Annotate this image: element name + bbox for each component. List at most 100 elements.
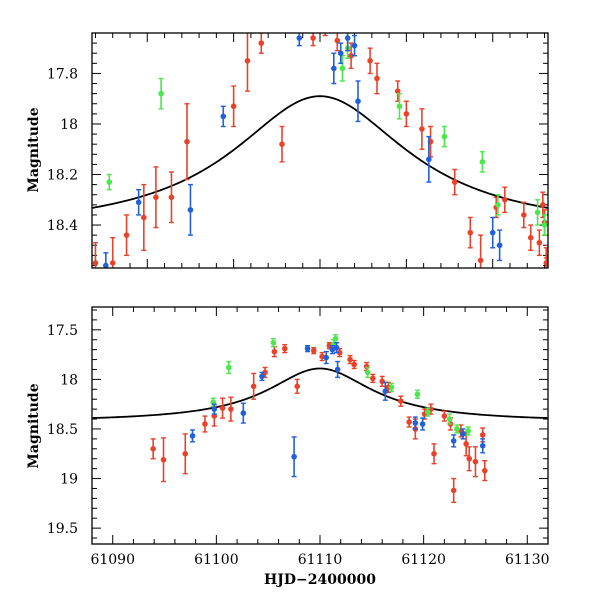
data-marker [419, 421, 426, 427]
data-marker [337, 50, 344, 57]
data-point [379, 375, 385, 388]
data-marker [479, 432, 486, 438]
top-y-tick-labels: 17.8 18 18.2 18.4 [47, 66, 78, 234]
data-marker [296, 35, 303, 41]
data-marker [334, 37, 341, 44]
data-marker [150, 446, 156, 452]
data-marker [228, 406, 234, 412]
data-point [481, 460, 488, 482]
data-point [489, 216, 496, 249]
data-marker [379, 378, 385, 385]
bottom-y-tick-label: 19.5 [47, 521, 78, 537]
top-ticks [92, 32, 548, 268]
data-point [363, 361, 370, 372]
data-point [431, 443, 437, 465]
data-marker [244, 57, 251, 64]
data-marker [281, 345, 288, 352]
data-marker [388, 384, 395, 391]
data-marker [534, 209, 541, 216]
data-point [250, 33, 256, 34]
data-point [347, 354, 353, 365]
data-point [382, 381, 389, 401]
data-marker [230, 103, 237, 110]
data-marker [502, 196, 508, 203]
data-marker [331, 65, 337, 72]
data-marker [182, 450, 189, 457]
data-marker [329, 346, 336, 353]
top-y-tick-label: 18 [60, 117, 78, 133]
data-marker [396, 103, 403, 110]
data-marker [398, 398, 404, 405]
bottom-y-tick-labels: 17.5 18 18.5 19 19.5 [47, 323, 78, 537]
data-marker [367, 57, 373, 64]
data-point [334, 360, 341, 379]
data-marker [344, 35, 351, 41]
data-marker [279, 141, 285, 147]
data-point [426, 135, 432, 183]
data-point [141, 183, 147, 252]
bottom-x-tick-label: 61110 [298, 552, 343, 568]
data-marker [271, 348, 278, 355]
data-marker [250, 383, 257, 390]
data-marker [160, 456, 167, 463]
data-marker [332, 335, 339, 342]
data-point [479, 438, 486, 454]
data-point [450, 477, 457, 504]
data-marker [403, 111, 410, 117]
data-point [109, 236, 116, 268]
data-point [412, 416, 419, 430]
data-marker [370, 375, 376, 382]
data-point [424, 407, 431, 417]
data-marker [382, 388, 389, 395]
data-point [103, 252, 109, 268]
data-point [396, 92, 403, 120]
bottom-y-tick-label: 18.5 [47, 422, 78, 438]
data-marker [481, 467, 488, 474]
data-marker [541, 222, 548, 228]
bottom-series-blue [189, 341, 486, 478]
data-point [441, 410, 448, 422]
data-point [304, 344, 311, 353]
data-point [351, 34, 358, 57]
data-point [211, 403, 218, 415]
data-marker [431, 450, 437, 457]
bottom-ticks [91, 307, 549, 544]
data-point [220, 105, 227, 128]
data-marker [334, 366, 341, 373]
data-marker [109, 260, 116, 266]
top-series-green [106, 33, 548, 236]
data-point [334, 33, 341, 52]
data-marker [394, 88, 401, 94]
data-marker [536, 239, 543, 246]
data-marker [220, 113, 227, 120]
data-marker [521, 212, 527, 218]
data-point [414, 389, 421, 399]
data-marker [426, 156, 432, 163]
data-point [333, 341, 340, 354]
data-point [271, 345, 278, 358]
data-point [135, 188, 142, 216]
data-point [160, 437, 167, 483]
data-marker [479, 159, 486, 165]
top-plot-area [92, 33, 548, 268]
data-marker [226, 364, 232, 371]
bottom-x-axis-title: HJD−2400000 [264, 572, 376, 588]
data-point [168, 171, 175, 224]
data-marker [450, 487, 457, 494]
data-point [244, 33, 251, 92]
data-marker [441, 413, 448, 419]
data-marker [465, 428, 472, 434]
data-point [419, 417, 426, 431]
data-marker [123, 232, 130, 238]
bottom-x-tick-label: 61090 [90, 552, 135, 568]
data-point [446, 413, 453, 425]
data-marker [451, 179, 458, 185]
data-marker [424, 409, 431, 415]
data-point [153, 166, 159, 229]
data-point [521, 201, 527, 229]
data-marker [339, 65, 346, 72]
data-marker [496, 242, 503, 249]
data-marker [240, 410, 247, 416]
data-marker [347, 356, 353, 363]
data-marker [355, 98, 361, 105]
